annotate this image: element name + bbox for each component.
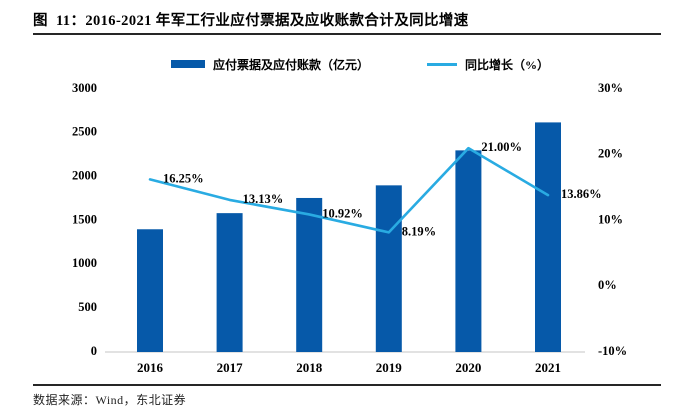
title-divider [33, 33, 661, 35]
bar-2021 [535, 122, 561, 352]
x-axis-label-2020: 2020 [455, 360, 481, 375]
growth-point-label-2016: 16.25% [163, 171, 204, 185]
bar-series-swatch-icon [170, 60, 205, 68]
bar-2020 [455, 150, 482, 352]
legend-label-bar-series: 应付票据及应付账款（亿元） [212, 57, 369, 72]
growth-point-label-2017: 13.13% [243, 192, 284, 206]
x-axis-label-2016: 2016 [137, 360, 164, 375]
right-axis-tick-label: 20% [598, 147, 623, 161]
growth-point-label-2019: 8.19% [402, 224, 436, 238]
source-divider [33, 384, 661, 386]
right-axis-tick-label: 10% [598, 212, 623, 226]
right-axis-tick-label: 0% [598, 278, 617, 292]
chart-svg: 0 500 1000 1500 2000 2500 3000 -10% 0% 10% 20% 30% 1… [72, 81, 627, 375]
legend-item-bar-series: 应付票据及应付账款（亿元） [170, 56, 369, 73]
growth-point-label-2020: 21.00% [481, 140, 522, 154]
left-axis-tick-label: 1000 [72, 256, 97, 270]
data-source: 数据来源：Wind，东北证券 [33, 393, 187, 407]
x-axis-label-2019: 2019 [376, 360, 403, 375]
line-series-swatch-icon [427, 62, 457, 66]
x-axis-label-2021: 2021 [535, 360, 561, 375]
x-axis-label-2018: 2018 [296, 360, 323, 375]
bar-2018 [296, 197, 323, 352]
growth-point-label-2021: 13.86% [561, 187, 602, 201]
bar-2017 [216, 213, 243, 352]
left-axis-tick-label: 3000 [72, 81, 97, 95]
figure-title: 图 11：2016-2021 年军工行业应付票据及应收账款合计及同比增速 [33, 13, 469, 29]
legend-item-line-series: 同比增长（%） [427, 56, 549, 73]
legend-label-line-series: 同比增长（%） [465, 57, 550, 72]
left-axis-tick-label: 2000 [72, 169, 97, 183]
growth-line [148, 146, 550, 234]
right-axis-tick-label: -10% [598, 344, 627, 358]
left-axis-tick-label: 2500 [72, 125, 97, 139]
bar-2016 [137, 229, 163, 352]
left-axis-tick-label: 500 [78, 300, 97, 314]
x-axis-label-2017: 2017 [217, 360, 244, 375]
bar-2019 [375, 185, 402, 352]
left-axis-tick-label: 1500 [72, 212, 97, 226]
right-axis-tick-label: 30% [598, 81, 623, 95]
growth-point-label-2018: 10.92% [322, 206, 363, 220]
left-axis-tick-label: 0 [91, 344, 97, 358]
chart-legend: 应付票据及应付账款（亿元） 同比增长（%） [0, 55, 684, 73]
